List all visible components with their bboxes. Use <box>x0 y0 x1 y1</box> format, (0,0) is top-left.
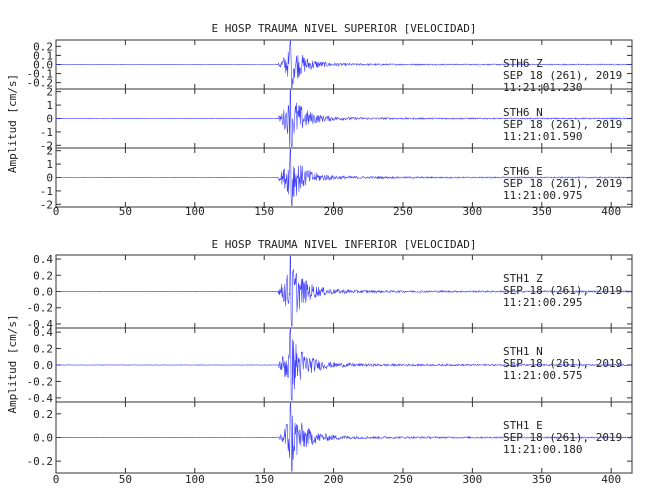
waveform-trace <box>55 89 632 148</box>
y-tick-label: -2 <box>40 198 53 211</box>
x-tick-label: 200 <box>324 473 344 486</box>
x-tick-label: 250 <box>393 205 413 218</box>
y-tick-label: 2 <box>46 145 53 158</box>
x-tick-label: 0 <box>53 473 60 486</box>
station-channel-label: STH1 Z <box>503 272 543 285</box>
y-tick-label: -0.1 <box>27 68 54 81</box>
record-date: SEP 18 (261), 2019 <box>503 69 622 82</box>
y-axis-label: Amplitud [cm/s] <box>6 314 19 413</box>
x-tick-label: 150 <box>254 473 274 486</box>
x-tick-label: 300 <box>462 205 482 218</box>
station-channel-label: STH1 E <box>503 419 543 432</box>
y-tick-label: -0.2 <box>27 375 54 388</box>
record-date: SEP 18 (261), 2019 <box>503 118 622 131</box>
y-tick-label: 0.2 <box>33 40 53 53</box>
x-tick-label: 300 <box>462 473 482 486</box>
y-tick-label: -1 <box>40 126 53 139</box>
record-time: 11:21:01.590 <box>503 130 582 143</box>
y-tick-label: 0.0 <box>33 359 53 372</box>
waveform-trace <box>55 402 632 472</box>
record-date: SEP 18 (261), 2019 <box>503 357 622 370</box>
y-tick-label: 0.2 <box>33 408 53 421</box>
y-tick-label: 0.4 <box>33 326 53 339</box>
x-tick-label: 100 <box>185 473 205 486</box>
x-tick-label: 200 <box>324 205 344 218</box>
x-tick-label: 400 <box>601 473 621 486</box>
y-tick-label: -0.2 <box>27 455 54 468</box>
x-tick-label: 100 <box>185 205 205 218</box>
y-tick-label: -0.2 <box>27 77 54 90</box>
station-channel-label: STH6 Z <box>503 57 543 70</box>
x-tick-label: 50 <box>119 205 132 218</box>
y-tick-label: 0.4 <box>33 253 53 266</box>
x-tick-label: 350 <box>532 473 552 486</box>
station-channel-label: STH1 N <box>503 345 543 358</box>
y-tick-label: -0.2 <box>27 302 54 315</box>
y-tick-label: -0.4 <box>27 318 54 331</box>
waveform-trace <box>55 328 632 401</box>
x-tick-label: 400 <box>601 205 621 218</box>
y-axis-label: Amplitud [cm/s] <box>6 74 19 173</box>
waveform-trace <box>55 148 632 206</box>
y-tick-label: 1 <box>46 158 53 171</box>
y-tick-label: 0.2 <box>33 343 53 356</box>
station-channel-label: STH6 E <box>503 165 543 178</box>
record-time: 11:21:00.180 <box>503 443 582 456</box>
station-channel-label: STH6 N <box>503 106 543 119</box>
record-date: SEP 18 (261), 2019 <box>503 284 622 297</box>
record-time: 11:21:00.295 <box>503 296 582 309</box>
x-tick-label: 0 <box>53 205 60 218</box>
x-tick-label: 50 <box>119 473 132 486</box>
x-tick-label: 150 <box>254 205 274 218</box>
y-tick-label: 1 <box>46 99 53 112</box>
y-tick-label: 0.1 <box>33 49 53 62</box>
y-tick-label: 0 <box>46 113 53 126</box>
record-time: 11:21:00.975 <box>503 189 582 202</box>
y-tick-label: 0.0 <box>33 432 53 445</box>
chart-title: E HOSP TRAUMA NIVEL INFERIOR [VELOCIDAD] <box>212 238 477 251</box>
y-tick-label: -0.4 <box>27 392 54 405</box>
chart-title: E HOSP TRAUMA NIVEL SUPERIOR [VELOCIDAD] <box>212 22 477 35</box>
x-tick-label: 250 <box>393 473 413 486</box>
y-tick-label: -2 <box>40 139 53 152</box>
x-tick-label: 350 <box>532 205 552 218</box>
y-tick-label: 0 <box>46 172 53 185</box>
y-tick-label: 0.2 <box>33 269 53 282</box>
y-tick-label: 0.0 <box>33 286 53 299</box>
record-time: 11:21:01.230 <box>503 81 582 94</box>
record-date: SEP 18 (261), 2019 <box>503 431 622 444</box>
y-tick-label: 2 <box>46 86 53 99</box>
record-time: 11:21:00.575 <box>503 369 582 382</box>
waveform-trace <box>55 255 632 327</box>
waveform-trace <box>55 40 632 89</box>
record-date: SEP 18 (261), 2019 <box>503 177 622 190</box>
y-tick-label: -1 <box>40 185 53 198</box>
y-tick-label: 0.0 <box>33 59 53 72</box>
